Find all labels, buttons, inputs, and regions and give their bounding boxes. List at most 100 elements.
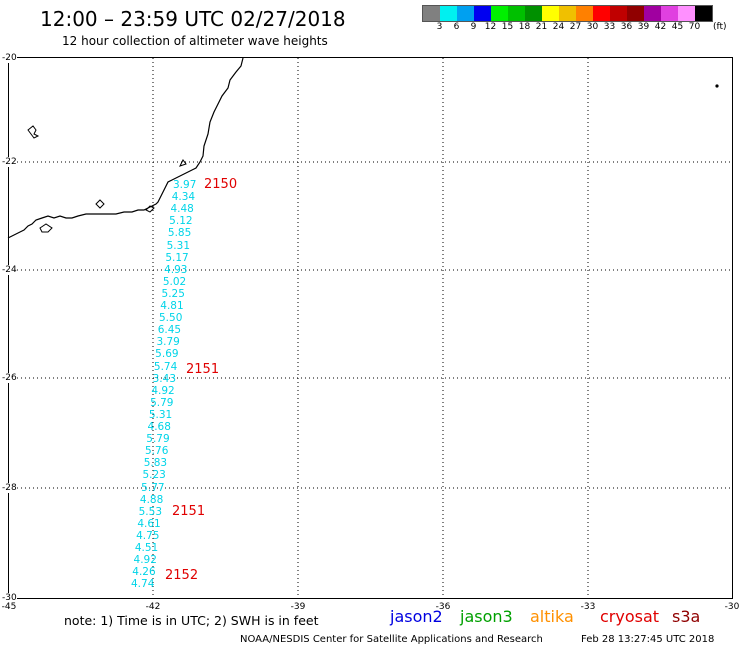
- lon-tick-label: -45: [1, 602, 17, 612]
- legend-swatch: [695, 6, 712, 21]
- coastline-bay-2: [95, 199, 105, 209]
- satellite-name: s3a: [672, 607, 701, 626]
- legend-swatch: [610, 6, 627, 21]
- legend-label: 36: [620, 22, 633, 32]
- lon-tick-label: -30: [724, 602, 740, 612]
- swh-value: 5.50: [159, 312, 183, 325]
- swh-value: 5.69: [155, 348, 179, 361]
- satellite-name: altika: [530, 607, 574, 626]
- swh-value: 5.31: [166, 239, 191, 252]
- swh-value: 5.85: [167, 227, 192, 240]
- legend-swatch: [678, 6, 695, 21]
- island: [27, 125, 40, 139]
- coastline: [7, 57, 244, 239]
- legend-swatch: [559, 6, 576, 21]
- satellite-name: jason3: [460, 607, 513, 626]
- legend-swatch: [661, 6, 678, 21]
- swh-value: 3.43: [152, 372, 177, 385]
- legend-label: 12: [484, 22, 497, 32]
- swh-value: 3.97: [173, 179, 197, 191]
- pass-label: 2152: [165, 568, 199, 583]
- legend-label: 15: [501, 22, 514, 32]
- legend-swatch: [474, 6, 491, 21]
- island-2: [145, 205, 155, 213]
- swh-value: 4.74: [131, 578, 155, 591]
- legend-color-bar: [422, 5, 713, 22]
- swh-value: 5.02: [162, 275, 187, 288]
- legend-label: 6: [453, 22, 460, 32]
- legend-swatch: [627, 6, 644, 21]
- swh-value: 4.92: [133, 554, 157, 567]
- legend-swatch: [440, 6, 457, 21]
- legend-label: 3: [436, 22, 443, 32]
- legend-label: 33: [603, 22, 616, 32]
- legend-unit: (ft): [713, 22, 727, 32]
- coastline-bay: [39, 223, 53, 233]
- swh-value: 5.17: [165, 251, 189, 264]
- satellite-name: cryosat: [600, 607, 660, 626]
- swh-value: 4.51: [134, 542, 159, 554]
- footer-note: note: 1) Time is in UTC; 2) SWH is in fe…: [64, 613, 319, 628]
- satellite-name: jason2: [390, 607, 443, 626]
- swh-value: 5.25: [161, 287, 185, 300]
- legend-label: 42: [654, 22, 667, 32]
- lat-tick-label: -24: [2, 265, 17, 275]
- island-dot: [715, 84, 719, 88]
- swh-value: 3.79: [156, 336, 180, 349]
- swh-value: 4.26: [132, 566, 156, 579]
- swh-value: 5.12: [169, 215, 193, 228]
- swh-value: 5.23: [142, 469, 166, 482]
- lon-tick-label: -39: [290, 602, 306, 612]
- swh-value: 4.81: [160, 300, 184, 312]
- legend-label: 9: [470, 22, 477, 32]
- legend-swatch: [542, 6, 559, 21]
- lon-tick-label: -36: [435, 602, 451, 612]
- map-frame: [8, 57, 733, 599]
- legend-swatch: [525, 6, 542, 21]
- legend-label: 45: [671, 22, 684, 32]
- swh-value: 5.53: [138, 505, 163, 518]
- legend-label: 24: [552, 22, 565, 32]
- pass-label: 2151: [172, 504, 206, 519]
- pass-label: 2150: [204, 177, 238, 192]
- swh-value: 5.74: [153, 360, 178, 373]
- legend-swatch: [508, 6, 525, 21]
- lat-tick-label: -28: [2, 483, 17, 493]
- footer-timestamp: Feb 28 13:27:45 UTC 2018: [581, 634, 715, 645]
- legend-swatch: [644, 6, 661, 21]
- lat-tick-label: -30: [2, 593, 17, 603]
- swh-value: 4.68: [147, 421, 171, 433]
- swh-value: 5.79: [150, 396, 174, 409]
- swh-value: 5.79: [146, 433, 170, 446]
- lat-tick-label: -22: [2, 157, 17, 167]
- page-title: 12:00 – 23:59 UTC 02/27/2018: [40, 7, 346, 31]
- swh-value: 5.31: [148, 408, 173, 421]
- legend-label: 27: [569, 22, 582, 32]
- swh-value: 5.83: [143, 457, 168, 470]
- legend-label: 30: [586, 22, 599, 32]
- lon-tick-label: -42: [145, 602, 161, 612]
- swh-value: 4.48: [170, 203, 194, 216]
- legend-swatch: [423, 6, 440, 21]
- pass-label: 2151: [186, 362, 220, 377]
- swh-value: 5.77: [141, 481, 165, 494]
- swh-value: 4.93: [164, 263, 188, 276]
- lon-tick-label: -33: [580, 602, 596, 612]
- swh-value: 4.61: [137, 517, 161, 530]
- coastline-bay-3: [179, 159, 187, 167]
- swh-value: 4.88: [139, 493, 164, 506]
- lat-tick-label: -26: [2, 373, 17, 383]
- legend-swatch: [593, 6, 610, 21]
- graticule: [9, 58, 732, 598]
- lat-tick-label: -20: [2, 53, 17, 63]
- legend-swatch: [491, 6, 508, 21]
- legend-swatch: [576, 6, 593, 21]
- swh-value: 4.75: [136, 529, 160, 542]
- legend-label: 39: [637, 22, 650, 32]
- swh-value: 5.76: [145, 445, 169, 458]
- footer-credit: NOAA/NESDIS Center for Satellite Applica…: [240, 634, 543, 645]
- swh-value: 6.45: [157, 324, 182, 337]
- legend-label: 21: [535, 22, 548, 32]
- swh-value: 4.92: [151, 384, 175, 397]
